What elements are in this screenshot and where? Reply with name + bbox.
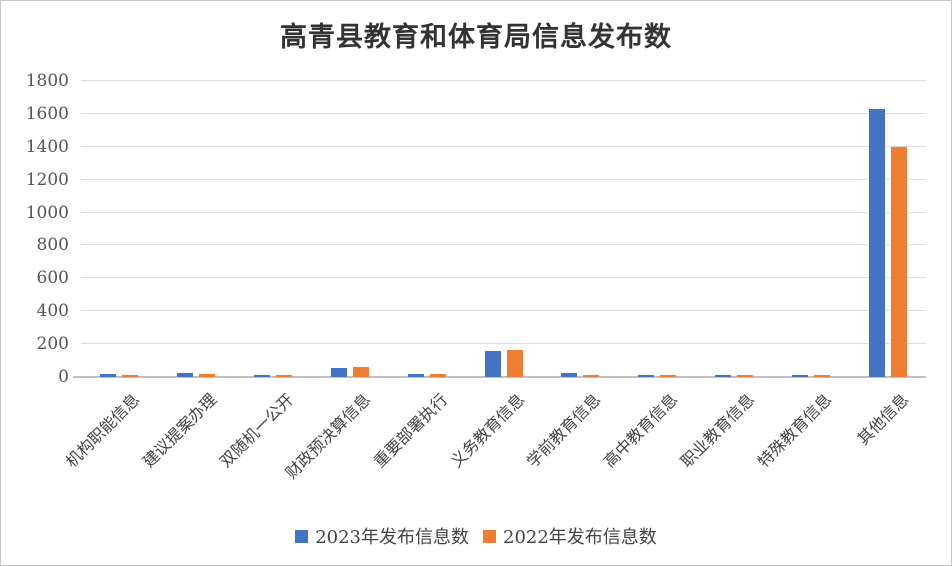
legend-label: 2023年发布信息数 [315,527,469,548]
x-tick-label: 特殊教育信息 [753,389,836,472]
bar-series2 [583,375,600,377]
y-tick-label: 800 [36,235,69,256]
bar-series1 [330,367,347,377]
gridline [81,178,926,180]
legend-label: 2022年发布信息数 [503,527,657,548]
bar-series1 [407,373,424,377]
y-tick-label: 1000 [25,202,69,223]
y-tick-label: 1200 [25,169,69,190]
bar-series2 [122,375,139,377]
gridline [81,211,926,213]
x-tick-label: 学前教育信息 [523,389,605,472]
gridline [81,112,926,114]
legend-swatch-icon [295,529,309,543]
legend-item: 2023年发布信息数 [295,523,469,549]
gridline [81,310,926,312]
bar-series1 [177,373,194,377]
gridline [81,277,926,279]
bar-series1 [254,374,271,377]
bar-series1 [868,108,885,377]
legend: 2023年发布信息数 2022年发布信息数 [1,523,951,549]
y-tick-label: 400 [36,301,69,322]
bar-series1 [100,373,117,377]
bar-series2 [199,373,216,377]
gridline [81,343,926,345]
x-tick-label: 义务教育信息 [446,389,528,472]
bar-series2 [736,374,753,377]
bar-series1 [791,375,808,377]
x-tick-label: 重要部署执行 [369,389,451,472]
x-tick-label: 高中教育信息 [600,389,682,472]
gridline [81,244,926,246]
y-tick-label: 1600 [25,103,69,124]
gridline [81,145,926,147]
legend-item: 2022年发布信息数 [483,523,657,549]
bar-series1 [484,350,501,377]
y-tick-label: 0 [58,367,69,387]
gridline [81,80,926,81]
x-tick-label: 其他信息 [853,389,912,449]
y-tick-label: 200 [36,334,69,355]
y-tick-label: 1400 [25,136,69,157]
bar-series2 [813,374,830,377]
bar-series1 [561,373,578,377]
bar-series2 [660,374,677,377]
x-axis-line [73,376,926,378]
bar-series2 [352,367,369,377]
y-tick-label: 1800 [25,71,69,91]
bar-series2 [276,375,293,377]
y-tick-label: 600 [36,268,69,289]
chart-title: 高青县教育和体育局信息发布数 [280,22,672,53]
x-tick-label: 机构职能信息 [62,389,144,472]
bar-series1 [638,374,655,377]
bar-series2 [890,146,907,377]
legend-swatch-icon [483,529,496,543]
bar-series1 [714,374,731,377]
x-tick-label: 职业教育信息 [676,389,759,472]
bar-series2 [506,350,523,377]
x-tick-label: 建议提案办理 [139,389,221,472]
plot-area [73,80,926,378]
bar-series2 [429,373,446,377]
